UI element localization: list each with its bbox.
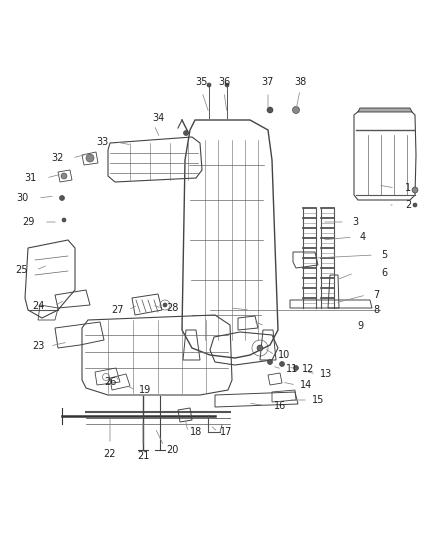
Circle shape bbox=[86, 154, 94, 162]
Circle shape bbox=[293, 366, 299, 370]
Circle shape bbox=[184, 131, 188, 135]
Text: 20: 20 bbox=[166, 445, 178, 455]
Text: 11: 11 bbox=[286, 364, 298, 374]
Text: 8: 8 bbox=[373, 305, 379, 315]
Text: 12: 12 bbox=[302, 364, 314, 374]
Text: 26: 26 bbox=[104, 377, 116, 387]
Circle shape bbox=[293, 107, 300, 114]
Text: 16: 16 bbox=[274, 401, 286, 411]
Text: 19: 19 bbox=[139, 385, 151, 395]
Text: 29: 29 bbox=[22, 217, 34, 227]
Text: 9: 9 bbox=[357, 321, 363, 331]
Text: 36: 36 bbox=[218, 77, 230, 87]
Text: 5: 5 bbox=[381, 250, 387, 260]
Circle shape bbox=[413, 203, 417, 207]
Text: 35: 35 bbox=[196, 77, 208, 87]
Text: 7: 7 bbox=[373, 290, 379, 300]
Text: 15: 15 bbox=[312, 395, 324, 405]
Text: 25: 25 bbox=[16, 265, 28, 275]
Text: 13: 13 bbox=[320, 369, 332, 379]
Text: 28: 28 bbox=[166, 303, 178, 313]
Text: 10: 10 bbox=[278, 350, 290, 360]
Text: 27: 27 bbox=[112, 305, 124, 315]
Circle shape bbox=[267, 107, 273, 113]
Circle shape bbox=[61, 173, 67, 179]
Text: 31: 31 bbox=[24, 173, 36, 183]
Text: 17: 17 bbox=[220, 427, 232, 437]
Text: 32: 32 bbox=[52, 153, 64, 163]
Circle shape bbox=[60, 196, 64, 200]
Text: 4: 4 bbox=[360, 232, 366, 242]
Text: 21: 21 bbox=[137, 451, 149, 461]
Circle shape bbox=[163, 303, 167, 307]
Text: 22: 22 bbox=[104, 449, 116, 459]
Circle shape bbox=[412, 187, 418, 193]
Text: 38: 38 bbox=[294, 77, 306, 87]
Circle shape bbox=[257, 345, 263, 351]
Text: 1: 1 bbox=[405, 183, 411, 193]
Text: 6: 6 bbox=[381, 268, 387, 278]
Text: 3: 3 bbox=[352, 217, 358, 227]
Text: 2: 2 bbox=[405, 200, 411, 210]
Text: 18: 18 bbox=[190, 427, 202, 437]
Circle shape bbox=[225, 83, 229, 87]
Polygon shape bbox=[358, 108, 412, 112]
Circle shape bbox=[268, 359, 272, 365]
Text: 33: 33 bbox=[96, 137, 108, 147]
Circle shape bbox=[279, 361, 285, 367]
Circle shape bbox=[62, 218, 66, 222]
Text: 24: 24 bbox=[32, 301, 44, 311]
Text: 30: 30 bbox=[16, 193, 28, 203]
Text: 37: 37 bbox=[262, 77, 274, 87]
Text: 23: 23 bbox=[32, 341, 44, 351]
Text: 34: 34 bbox=[152, 113, 164, 123]
Text: 14: 14 bbox=[300, 380, 312, 390]
Circle shape bbox=[207, 83, 211, 87]
